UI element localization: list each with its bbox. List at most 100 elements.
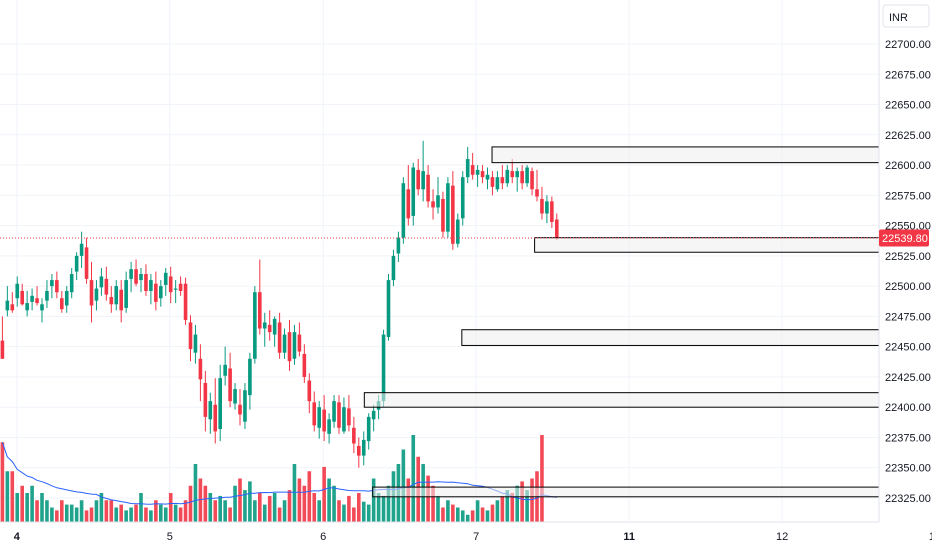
volume-bar xyxy=(441,507,445,522)
volume-bar xyxy=(10,471,15,522)
candle xyxy=(307,373,312,414)
volume-bar xyxy=(104,500,109,522)
candle xyxy=(297,322,302,357)
time-tick-label: 13 xyxy=(929,531,932,543)
candle-body xyxy=(15,283,20,299)
volume-bar xyxy=(500,495,505,522)
candle-body xyxy=(396,237,401,254)
zone-rectangle[interactable] xyxy=(461,329,880,346)
candle-body xyxy=(337,402,341,428)
candle-body xyxy=(441,198,445,232)
price-axis[interactable]: 22700.00 22675.00 22650.00 22625.00 22600.00… xyxy=(885,39,931,505)
volume-bar xyxy=(5,471,10,522)
candle-body xyxy=(292,332,297,359)
price-tick-label: 22375.00 xyxy=(885,432,931,444)
candle-body xyxy=(144,274,148,291)
candle xyxy=(104,266,109,301)
candle xyxy=(262,312,267,347)
volume-bar xyxy=(530,478,534,522)
candle xyxy=(238,389,242,426)
volume-bar xyxy=(89,507,94,522)
candle-body xyxy=(154,283,158,302)
candle xyxy=(525,165,529,187)
candle-body xyxy=(470,165,475,175)
volume-bar xyxy=(20,485,24,522)
candle-body xyxy=(475,169,480,175)
candle-body xyxy=(500,177,505,184)
candle xyxy=(198,344,203,402)
volume-bar xyxy=(465,514,470,522)
candle-body xyxy=(163,272,168,285)
candle xyxy=(79,231,84,268)
price-tick-label: 22425.00 xyxy=(885,372,931,384)
candle-body xyxy=(406,189,411,219)
currency-badge[interactable]: INR xyxy=(882,4,930,28)
volume-bar xyxy=(64,504,69,522)
zone-rectangle[interactable] xyxy=(491,146,880,164)
currency-badge-box[interactable] xyxy=(882,4,930,28)
candle-body xyxy=(84,247,89,279)
candle xyxy=(545,195,549,224)
candle-body xyxy=(525,167,529,184)
candle xyxy=(248,352,252,410)
time-tick-label: 6 xyxy=(320,531,326,543)
candle-body xyxy=(129,269,133,279)
zone-rectangle[interactable] xyxy=(372,486,880,498)
candle xyxy=(441,191,445,238)
candle-body xyxy=(307,380,312,402)
volume-bar xyxy=(79,500,84,522)
candle xyxy=(426,165,430,208)
grid-lines xyxy=(0,0,879,522)
candle-body xyxy=(460,177,465,219)
zone-rectangles[interactable] xyxy=(363,146,880,498)
candle-body xyxy=(391,255,396,281)
last-price-tag-box xyxy=(879,229,929,247)
volume-bar xyxy=(342,504,346,522)
last-price-tag: 22539.80 xyxy=(879,229,929,247)
volume-bar xyxy=(505,490,510,522)
volume-bar xyxy=(159,504,163,522)
candle-body xyxy=(198,358,203,380)
candle xyxy=(60,290,64,313)
zone-rectangle[interactable] xyxy=(363,392,880,408)
candle-body xyxy=(465,159,470,178)
time-axis[interactable]: 4 5 6 7 11 12 13 xyxy=(14,531,932,543)
candle xyxy=(64,286,69,313)
candle-body xyxy=(510,171,515,178)
price-tick-label: 22600.00 xyxy=(885,160,931,172)
candle xyxy=(302,344,307,383)
candle-body xyxy=(258,292,262,329)
candle xyxy=(267,310,272,341)
zone-rectangle[interactable] xyxy=(534,237,880,253)
volume-bar xyxy=(25,493,29,522)
candle-body xyxy=(495,177,500,190)
candle-body xyxy=(431,201,435,208)
volume-bar xyxy=(495,500,500,522)
candle-body xyxy=(411,167,416,216)
volume-bar xyxy=(480,507,485,522)
candle xyxy=(124,271,128,313)
candle-body xyxy=(456,219,460,244)
candle xyxy=(5,286,10,317)
candle xyxy=(183,277,188,325)
volume-bar xyxy=(183,500,188,522)
candle-body xyxy=(297,334,302,352)
candle-body xyxy=(139,274,143,281)
volume-bar xyxy=(287,490,292,522)
volume-bar xyxy=(119,504,123,522)
volume-bar xyxy=(144,507,148,522)
candle xyxy=(119,280,123,323)
candle xyxy=(50,274,54,299)
volume-bar xyxy=(297,478,302,522)
volume-bar xyxy=(525,490,529,522)
volume-bar xyxy=(129,507,133,522)
candle xyxy=(35,286,39,306)
candle xyxy=(470,152,475,180)
candle-body xyxy=(69,274,74,293)
candle xyxy=(411,162,416,226)
price-tick-label: 22675.00 xyxy=(885,69,931,81)
candle xyxy=(287,320,292,371)
candle-body xyxy=(10,304,15,311)
